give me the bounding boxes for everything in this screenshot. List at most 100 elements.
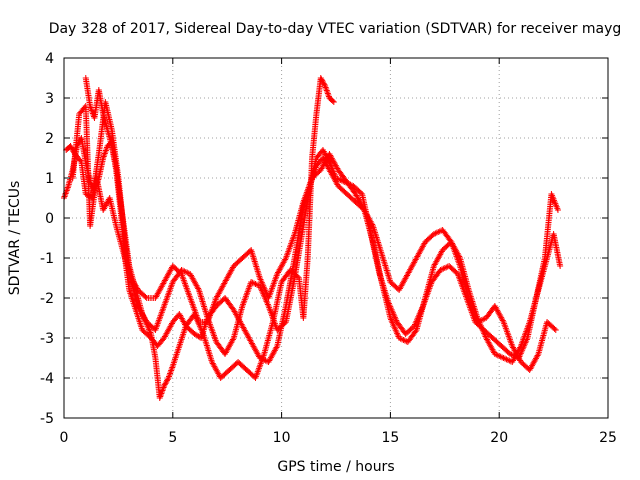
data-point (399, 336, 406, 343)
data-point (369, 221, 376, 228)
y-tick-label: 3 (45, 91, 54, 107)
data-point (494, 352, 501, 359)
data-point (249, 279, 256, 286)
y-tick-label: 2 (45, 131, 54, 147)
data-point (77, 157, 84, 164)
data-point (557, 263, 564, 269)
data-point (229, 336, 236, 343)
data-point (441, 265, 448, 271)
data-point (499, 317, 506, 324)
data-point (161, 383, 168, 389)
data-point (477, 317, 484, 324)
x-axis-ticks: 0 5 10 15 20 25 (60, 58, 617, 446)
series-trace-d (69, 103, 559, 373)
data-point (503, 356, 510, 363)
data-point (334, 175, 341, 182)
data-point (251, 280, 258, 287)
data-point (67, 143, 74, 149)
data-point (333, 175, 339, 181)
data-point (430, 231, 437, 237)
y-tick-label: 0 (45, 211, 54, 227)
data-point (551, 325, 558, 332)
data-point (507, 351, 514, 357)
data-point (493, 351, 500, 358)
data-point (337, 177, 344, 183)
data-point (330, 99, 337, 105)
data-point (497, 353, 504, 360)
data-point (162, 380, 169, 387)
data-point (400, 337, 407, 343)
data-point (161, 381, 168, 388)
data-point (500, 355, 507, 361)
data-point (433, 229, 440, 236)
data-point (163, 379, 170, 385)
x-tick-label: 25 (599, 430, 617, 446)
x-tick-label: 5 (168, 430, 177, 446)
data-point (253, 281, 260, 288)
data-point (142, 293, 149, 300)
data-point (440, 265, 447, 272)
data-point (317, 75, 324, 81)
data-point (504, 357, 511, 363)
data-point (318, 76, 325, 83)
y-axis-label: SDTVAR / TECUs (7, 181, 23, 296)
data-point (474, 319, 481, 325)
data-point (397, 335, 404, 342)
data-point (164, 376, 171, 383)
series-trace-c (82, 75, 337, 401)
data-point (432, 230, 439, 237)
y-tick-label: -4 (40, 371, 54, 387)
data-point (248, 279, 255, 285)
plot-frame (63, 57, 609, 419)
data-point (182, 269, 189, 275)
data-point (508, 351, 515, 358)
data-point (554, 207, 561, 213)
data-point (319, 77, 326, 84)
data-point (181, 268, 188, 275)
data-point (438, 266, 445, 273)
y-tick-label: -3 (40, 331, 54, 347)
data-point (502, 355, 509, 362)
x-axis-label: GPS time / hours (277, 459, 394, 475)
data-point (294, 273, 301, 280)
y-tick-label: -2 (40, 291, 54, 307)
data-point (552, 327, 559, 333)
data-point (496, 353, 503, 359)
data-point (499, 354, 506, 361)
data-point (437, 267, 444, 273)
data-point (68, 145, 75, 152)
data-point (320, 80, 327, 87)
x-tick-label: 20 (490, 430, 508, 446)
x-tick-label: 0 (60, 430, 69, 446)
y-tick-label: -5 (40, 411, 54, 427)
x-tick-label: 10 (273, 430, 291, 446)
data-point (509, 352, 516, 359)
data-point (329, 98, 336, 104)
chart-title: Day 328 of 2017, Sidereal Day-to-day VTE… (49, 21, 622, 37)
data-point (282, 256, 289, 263)
data-point (478, 317, 485, 323)
x-tick-label: 15 (381, 430, 399, 446)
data-point (412, 328, 419, 335)
y-tick-label: -1 (40, 251, 54, 267)
data-point (184, 269, 191, 276)
data-point (480, 316, 487, 323)
y-axis-ticks: -5 -4 -3 -2 -1 0 1 2 3 4 (40, 51, 608, 427)
data-point (321, 81, 328, 88)
data-point (319, 79, 326, 85)
data-point (195, 285, 202, 292)
data-point (435, 229, 442, 235)
data-point (475, 318, 482, 325)
data-point (163, 377, 170, 384)
data-point (534, 352, 541, 359)
y-tick-label: 1 (45, 171, 54, 187)
data-point (396, 335, 403, 341)
data-point (252, 281, 259, 287)
y-tick-label: 4 (45, 51, 54, 67)
series-trace-b (63, 99, 561, 361)
data-point (335, 176, 342, 183)
data-point (273, 344, 280, 351)
data-marks (61, 75, 564, 401)
data-point (491, 351, 498, 357)
